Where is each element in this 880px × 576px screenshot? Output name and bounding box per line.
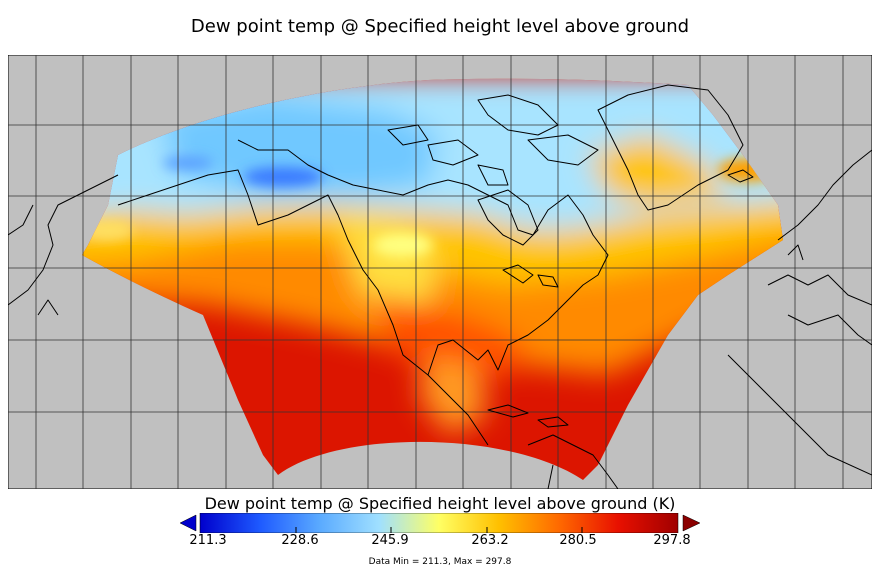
colorbar-max-arrow (682, 514, 700, 532)
hudson-bay (477, 189, 539, 246)
coastlines (8, 84, 872, 489)
greenland-coastline (597, 84, 744, 211)
colorbar-title: Dew point temp @ Specified height level … (204, 494, 676, 513)
colorbar-tick-label: 280.5 (559, 533, 597, 548)
dew-point-field (82, 78, 783, 480)
colorbar (180, 513, 700, 533)
south-america-coastline (527, 434, 619, 489)
arctic-islands (387, 94, 599, 186)
colorbar-tick-label: 211.3 (189, 533, 227, 548)
colorbar-min-arrow (180, 514, 197, 532)
colorbar-tick-label: 297.8 (653, 533, 691, 548)
colorbar-gradient (199, 513, 679, 533)
asia-coastline (8, 174, 119, 316)
colorbar-tick-label: 245.9 (371, 533, 409, 548)
colorbar-tick-label: 263.2 (471, 533, 509, 548)
map-panel (8, 55, 872, 489)
colorbar-tick-label: 228.6 (281, 533, 319, 548)
iceland (727, 169, 754, 183)
map-title: Dew point temp @ Specified height level … (190, 16, 690, 37)
north-america-coastline (117, 139, 609, 446)
europe-coastline (727, 149, 872, 476)
great-lakes (502, 264, 559, 288)
data-range-note: Data Min = 211.3, Max = 297.8 (368, 557, 512, 567)
graticule (8, 55, 872, 489)
caribbean-islands (487, 404, 569, 428)
